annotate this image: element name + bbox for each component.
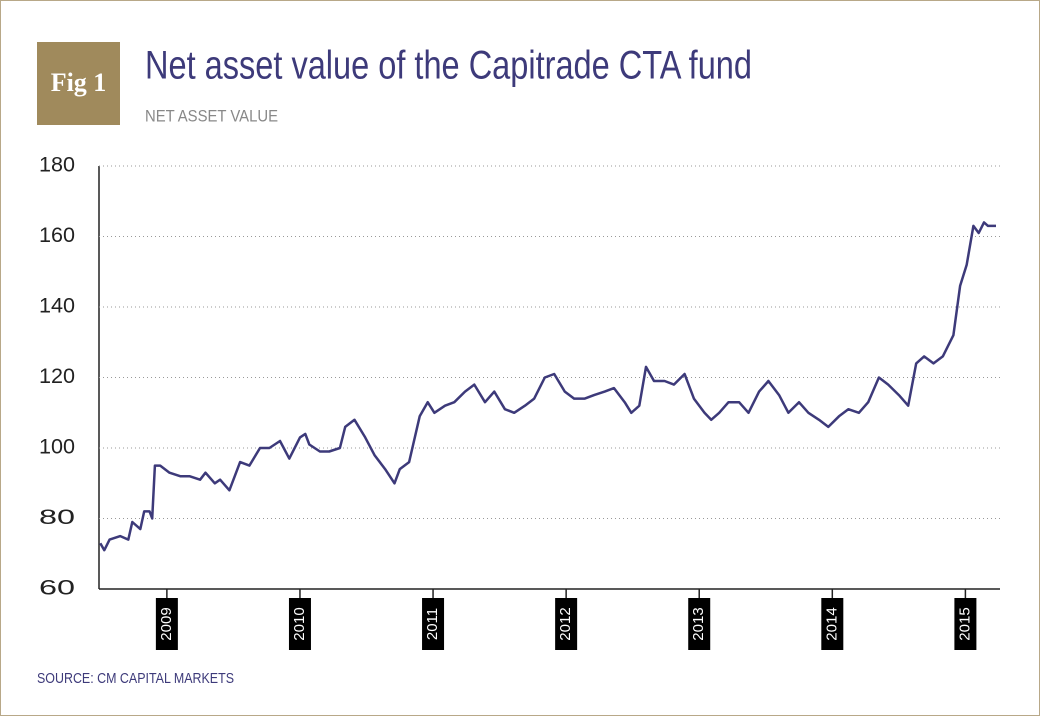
x-tick-box (555, 598, 578, 650)
x-tick-label: 2015 (956, 607, 973, 640)
x-tick-box (155, 598, 178, 650)
x-tick-box (688, 598, 711, 650)
y-tick-label: 140 (39, 295, 75, 318)
badge (37, 42, 120, 125)
x-tick-label: 2009 (158, 607, 175, 640)
x-tick-label: 2010 (291, 607, 308, 640)
chart-subtitle: NET ASSET VALUE (145, 106, 278, 125)
x-tick-box (422, 598, 445, 650)
x-tick-label: 2014 (823, 607, 840, 640)
x-tick-box (821, 598, 844, 650)
x-tick-box (288, 598, 311, 650)
x-tick-box (954, 598, 977, 650)
y-tick-label: 60 (39, 577, 75, 600)
y-tick-label: 100 (39, 436, 75, 459)
y-tick-label: 180 (39, 154, 75, 177)
x-tick-label: 2012 (557, 607, 574, 640)
y-tick-label: 160 (39, 224, 75, 247)
nav-line (99, 221, 996, 552)
source: SOURCE: CM CAPITAL MARKETS (37, 670, 234, 687)
y-tick-label: 120 (39, 365, 75, 388)
x-tick-label: 2013 (690, 607, 707, 640)
chart-title: Net asset value of the Capitrade CTA fun… (145, 44, 752, 88)
y-tick-label: 80 (39, 506, 75, 529)
x-tick-label: 2011 (424, 608, 441, 640)
badge-text: Fig 1 (51, 68, 107, 97)
